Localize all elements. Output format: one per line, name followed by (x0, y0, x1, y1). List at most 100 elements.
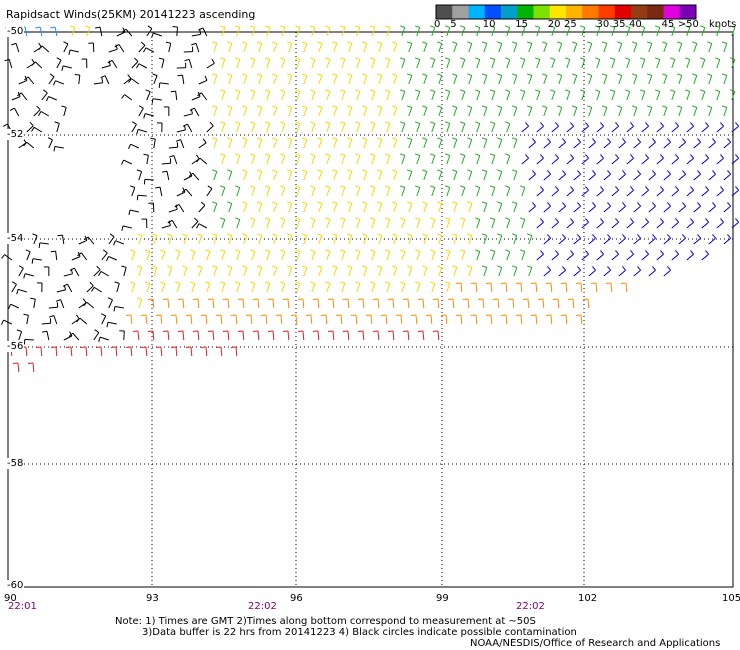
wind-barb (618, 234, 626, 245)
wind-barb (78, 235, 88, 245)
wind-barb (701, 186, 709, 197)
wind-barb (50, 250, 58, 261)
wind-barb (656, 218, 664, 229)
lat-label: -54 (6, 233, 25, 244)
wind-barb (556, 105, 563, 117)
wind-barb (241, 105, 248, 117)
wind-barb (566, 186, 574, 197)
wind-barb (361, 105, 368, 117)
wind-barb (286, 41, 293, 53)
wind-barb (155, 346, 163, 357)
wind-barb (196, 265, 203, 277)
wind-barb (282, 330, 290, 341)
wind-barb (601, 105, 608, 117)
wind-barb (474, 153, 481, 165)
wind-barb (198, 138, 207, 149)
wind-barb (38, 242, 49, 248)
wind-barb (316, 169, 323, 181)
wind-barb (567, 298, 575, 309)
wind-barb (346, 41, 353, 53)
wind-barb (519, 249, 526, 261)
wind-barb (170, 314, 178, 325)
wind-barb (410, 314, 418, 325)
time-label: 22:01 (8, 601, 37, 612)
wind-barb (106, 256, 117, 262)
wind-barb (346, 73, 353, 85)
wind-barb (421, 73, 428, 85)
wind-barb (331, 201, 338, 213)
wind-barb (699, 57, 706, 69)
wind-barb (663, 170, 671, 181)
wind-barb (226, 169, 233, 181)
wind-barb (676, 105, 683, 117)
wind-barb (581, 218, 589, 229)
wind-barb (573, 170, 581, 181)
wind-barb (560, 314, 568, 325)
wind-barb (481, 201, 488, 213)
wind-barb (294, 281, 301, 293)
wind-barb (136, 265, 143, 277)
wind-barb (301, 169, 308, 181)
wind-barb (489, 249, 496, 261)
wind-barb (198, 201, 206, 213)
legend-tick-label: 45 (661, 19, 675, 30)
wind-barb (219, 57, 226, 69)
wind-barb (241, 73, 248, 85)
wind-barb (489, 89, 496, 101)
wind-barb (609, 25, 616, 37)
wind-barb (511, 41, 518, 53)
wind-barb (294, 153, 301, 165)
wind-barb (23, 141, 35, 149)
wind-barb (633, 202, 641, 213)
wind-barb (83, 301, 95, 309)
wind-barb (339, 25, 346, 37)
wind-barb (241, 137, 248, 149)
lat-label: -52 (6, 129, 25, 140)
wind-barb (31, 126, 43, 133)
wind-barb (429, 57, 436, 69)
wind-barb (256, 201, 263, 213)
wind-barb (144, 249, 151, 261)
wind-barb (391, 137, 398, 149)
wind-barb (631, 105, 638, 117)
wind-barb (641, 250, 649, 261)
wind-barb (26, 121, 34, 133)
wind-barb (663, 138, 671, 149)
wind-barb (191, 154, 200, 165)
wind-barb (706, 73, 713, 85)
wind-barb (399, 57, 406, 69)
wind-barb (721, 73, 728, 85)
wind-barb (181, 233, 188, 245)
wind-barb (249, 185, 256, 197)
wind-barb (42, 330, 50, 341)
wind-barb (391, 41, 398, 53)
wind-barb (421, 41, 428, 53)
wind-barb (271, 137, 278, 149)
wind-barb (678, 170, 686, 181)
wind-barb (384, 249, 391, 261)
wind-barb (286, 137, 293, 149)
wind-barb (648, 266, 656, 277)
wind-barb (252, 298, 260, 309)
legend-tick-label: 5 (450, 19, 457, 30)
wind-barb (376, 169, 383, 181)
wind-barb (626, 250, 634, 261)
wind-barb (391, 169, 398, 181)
wind-barb (143, 113, 154, 119)
wind-barb (399, 185, 406, 197)
wind-barb (264, 153, 271, 165)
wind-barb (316, 73, 323, 85)
wind-barb (549, 57, 556, 69)
wind-barb (417, 298, 425, 309)
wind-barb (429, 185, 436, 197)
wind-barb (459, 217, 466, 229)
wind-barb (301, 41, 308, 53)
wind-barb (146, 25, 153, 37)
wind-barb (129, 185, 136, 197)
wind-barb (107, 297, 113, 309)
wind-barb (663, 266, 671, 277)
wind-barb (414, 185, 421, 197)
wind-barb (543, 234, 551, 245)
legend-tick-label: 15 (515, 19, 529, 30)
wind-barb (466, 105, 473, 117)
